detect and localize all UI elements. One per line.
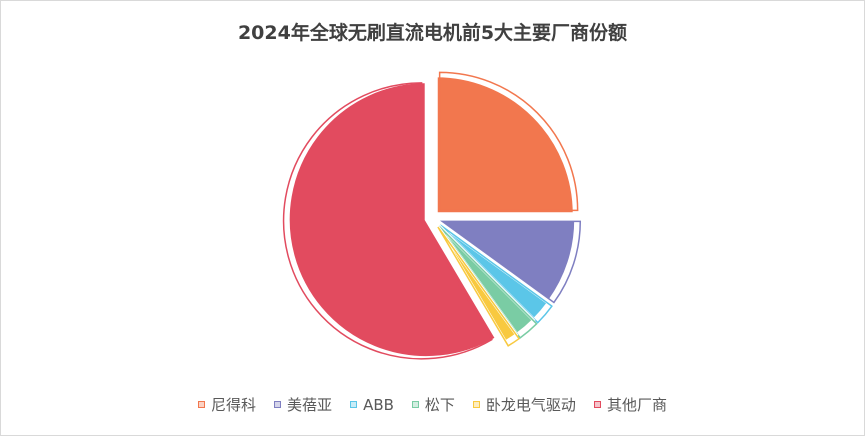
legend-item-5: 卧龙电气驱动 xyxy=(472,394,576,415)
legend-label: ABB xyxy=(363,395,394,414)
legend-item-4: 松下 xyxy=(411,394,455,415)
pie-slice-outline-6 xyxy=(282,82,493,360)
legend-label: 其他厂商 xyxy=(606,396,667,414)
legend-swatch xyxy=(593,401,601,408)
pie-slice-outline-5 xyxy=(437,226,521,347)
pie-slice-1 xyxy=(434,74,576,216)
legend-label: 尼得科 xyxy=(211,396,257,414)
pie-slice-outline-4 xyxy=(438,225,538,339)
legend-label: 松下 xyxy=(424,396,455,414)
legend-item-2: 美蓓亚 xyxy=(274,394,332,415)
chart-title: 2024年全球无刷直流电机前5大主要厂商份额 xyxy=(237,22,628,44)
legend-label: 美蓓亚 xyxy=(287,396,333,414)
legend-swatch xyxy=(472,401,480,408)
legend-item-3: ABB xyxy=(350,396,394,414)
legend-swatch xyxy=(274,401,282,408)
pie-slice-6 xyxy=(286,80,499,360)
pie-slice-outline-3 xyxy=(439,224,553,324)
pie-slice-outline-1 xyxy=(438,71,579,212)
pie-slice-outline-2 xyxy=(439,220,582,304)
legend-item-6: 其他厂商 xyxy=(593,394,667,415)
legend-swatch xyxy=(411,401,419,408)
legend-item-1: 尼得科 xyxy=(198,394,256,415)
chart-legend: 尼得科 美蓓亚 ABB 松下 卧龙电气驱动 其他厂商 xyxy=(0,394,865,415)
legend-swatch xyxy=(198,401,206,408)
legend-label: 卧龙电气驱动 xyxy=(485,396,576,414)
legend-swatch xyxy=(350,401,358,408)
